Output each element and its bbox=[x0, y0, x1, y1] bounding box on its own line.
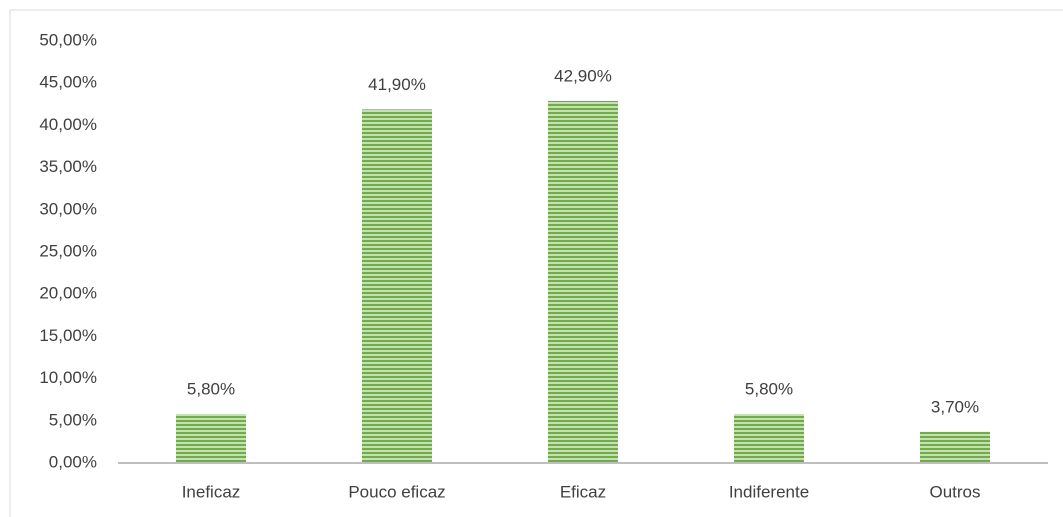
x-tick-label: Pouco eficaz bbox=[348, 482, 445, 501]
x-tick-label: Ineficaz bbox=[182, 482, 241, 501]
data-label: 41,90% bbox=[368, 75, 426, 94]
x-tick-label: Outros bbox=[929, 482, 980, 501]
y-tick-label: 5,00% bbox=[49, 410, 97, 429]
y-tick-label: 20,00% bbox=[39, 284, 97, 303]
bar bbox=[362, 109, 432, 463]
bar bbox=[548, 100, 618, 463]
x-tick-label: Eficaz bbox=[560, 482, 606, 501]
y-tick-label: 35,00% bbox=[39, 157, 97, 176]
bar bbox=[734, 414, 804, 463]
data-label: 42,90% bbox=[554, 66, 612, 85]
data-label: 3,70% bbox=[931, 397, 979, 416]
y-tick-label: 40,00% bbox=[39, 115, 97, 134]
bar bbox=[176, 414, 246, 463]
y-tick-label: 0,00% bbox=[49, 452, 97, 471]
y-tick-label: 10,00% bbox=[39, 368, 97, 387]
data-label: 5,80% bbox=[187, 380, 235, 399]
y-tick-label: 25,00% bbox=[39, 241, 97, 260]
y-tick-label: 30,00% bbox=[39, 199, 97, 218]
data-label: 5,80% bbox=[745, 380, 793, 399]
chart-border bbox=[9, 9, 1063, 517]
y-tick-label: 50,00% bbox=[39, 30, 97, 49]
x-tick-label: Indiferente bbox=[729, 482, 809, 501]
bar bbox=[920, 431, 990, 463]
y-tick-label: 45,00% bbox=[39, 73, 97, 92]
y-tick-label: 15,00% bbox=[39, 326, 97, 345]
